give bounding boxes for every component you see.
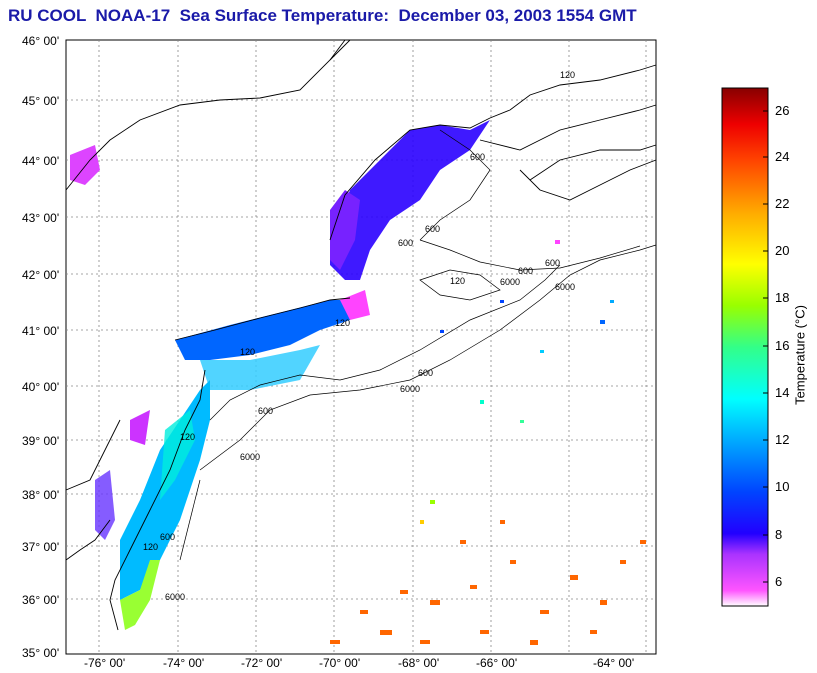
coastline xyxy=(65,39,657,631)
colorbar-tick-label: 22 xyxy=(775,196,790,211)
svg-text:600: 600 xyxy=(258,406,273,416)
lon-label: -76° 00' xyxy=(84,656,126,670)
svg-text:6000: 6000 xyxy=(165,592,185,602)
colorbar-tick-label: 18 xyxy=(775,290,790,305)
lon-label: -64° 00' xyxy=(593,656,635,670)
svg-text:6000: 6000 xyxy=(500,277,520,287)
svg-text:120: 120 xyxy=(180,432,195,442)
colorbar-title: Temperature (°C) xyxy=(792,305,808,405)
lat-label: 35° 00' xyxy=(22,646,60,660)
isobaths xyxy=(179,129,657,561)
svg-text:600: 600 xyxy=(398,238,413,248)
lat-label: 41° 00' xyxy=(22,324,60,338)
lat-label: 40° 00' xyxy=(22,380,60,394)
svg-text:600: 600 xyxy=(518,266,533,276)
lon-label: -74° 00' xyxy=(163,656,205,670)
svg-text:120: 120 xyxy=(450,276,465,286)
lat-label: 42° 00' xyxy=(22,268,60,282)
svg-text:600: 600 xyxy=(425,224,440,234)
colorbar-ticks xyxy=(763,110,768,583)
svg-text:120: 120 xyxy=(240,347,255,357)
lat-label: 46° 00' xyxy=(22,34,60,48)
lon-label: -72° 00' xyxy=(241,656,283,670)
isobath-labels: 600 600 600 600 600 600 600 600 6000 600… xyxy=(143,70,575,602)
colorbar-tick-label: 6 xyxy=(775,574,783,589)
colorbar-tick-label: 10 xyxy=(775,479,790,494)
colorbar-tick-label: 20 xyxy=(775,243,790,258)
lat-label: 38° 00' xyxy=(22,488,60,502)
lat-label: 43° 00' xyxy=(22,211,60,225)
colorbar-tick-label: 24 xyxy=(775,149,790,164)
colorbar-tick-label: 26 xyxy=(775,103,790,118)
svg-text:6000: 6000 xyxy=(240,452,260,462)
colorbar xyxy=(721,87,769,607)
sst-data xyxy=(70,120,490,630)
lon-label: -68° 00' xyxy=(398,656,440,670)
colorbar-tick-label: 8 xyxy=(775,527,783,542)
lat-label: 37° 00' xyxy=(22,540,60,554)
svg-text:600: 600 xyxy=(470,152,485,162)
warm-patches xyxy=(330,520,646,645)
svg-text:600: 600 xyxy=(160,532,175,542)
lon-label: -66° 00' xyxy=(476,656,518,670)
svg-text:6000: 6000 xyxy=(400,384,420,394)
colorbar-tick-label: 12 xyxy=(775,432,790,447)
svg-text:600: 600 xyxy=(418,368,433,378)
colorbar-tick-label: 14 xyxy=(775,385,790,400)
svg-text:120: 120 xyxy=(335,318,350,328)
graticule xyxy=(66,40,656,654)
colorbar-tick-label: 16 xyxy=(775,338,790,353)
mid-patches xyxy=(420,240,614,524)
lat-label: 45° 00' xyxy=(22,94,60,108)
svg-text:6000: 6000 xyxy=(555,282,575,292)
svg-text:120: 120 xyxy=(143,542,158,552)
lat-label: 44° 00' xyxy=(22,154,60,168)
map-title: RU COOL NOAA-17 Sea Surface Temperature:… xyxy=(8,6,637,25)
map-frame xyxy=(65,39,657,655)
svg-text:120: 120 xyxy=(560,70,575,80)
lat-label: 36° 00' xyxy=(22,593,60,607)
lon-label: -70° 00' xyxy=(319,656,361,670)
lat-label: 39° 00' xyxy=(22,434,60,448)
svg-text:600: 600 xyxy=(545,258,560,268)
